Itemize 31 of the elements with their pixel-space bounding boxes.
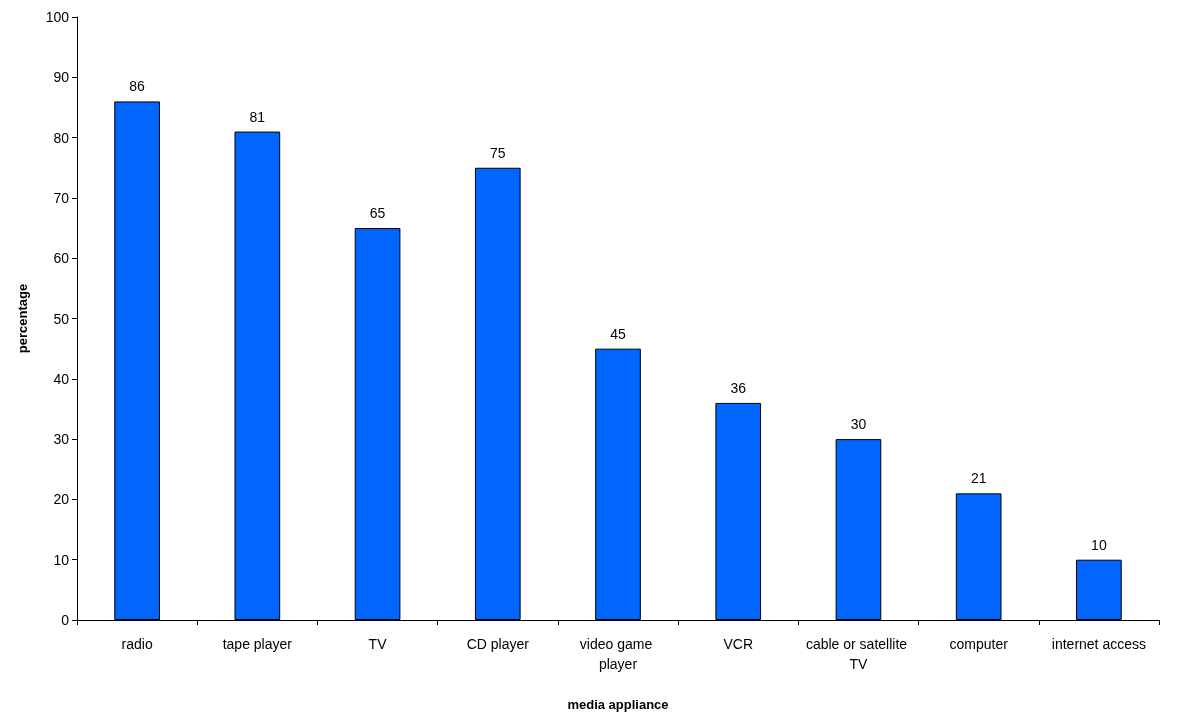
data-label: 81 <box>249 108 266 125</box>
y-tick-label: 10 <box>53 551 70 568</box>
x-tick-label: tape player <box>222 636 293 652</box>
x-tick-label: computer <box>949 636 1009 652</box>
y-tick-label: 60 <box>53 250 70 267</box>
y-tick-label: 90 <box>53 69 70 86</box>
data-label: 75 <box>489 144 506 161</box>
data-label: 86 <box>129 78 146 95</box>
x-tick-label: internet access <box>1051 636 1146 652</box>
x-tick-label: radio <box>121 636 153 652</box>
x-tick-label: VCR <box>723 636 753 652</box>
data-label: 30 <box>850 416 867 433</box>
data-label: 36 <box>730 379 747 396</box>
x-tick-label: video game player <box>579 636 657 672</box>
y-tick-label: 30 <box>53 431 70 448</box>
y-tick-label: 0 <box>61 612 70 628</box>
x-tick-label: TV <box>368 636 388 652</box>
x-tick-label: CD player <box>466 636 530 652</box>
y-tick-label: 100 <box>45 9 70 25</box>
y-axis-title: percentage <box>15 283 30 354</box>
y-tick-label: 50 <box>53 310 70 327</box>
data-label: 65 <box>369 205 386 222</box>
data-label: 45 <box>610 325 626 342</box>
y-tick-label: 20 <box>53 491 70 508</box>
data-label: 21 <box>970 470 987 487</box>
y-tick-label: 70 <box>53 189 70 206</box>
x-tick-label: cable or satellite TV <box>805 636 911 672</box>
data-label: 10 <box>1091 536 1107 553</box>
y-tick-label: 80 <box>53 129 70 146</box>
y-tick-label: 40 <box>53 370 70 387</box>
x-axis-title: media appliance <box>567 697 669 712</box>
